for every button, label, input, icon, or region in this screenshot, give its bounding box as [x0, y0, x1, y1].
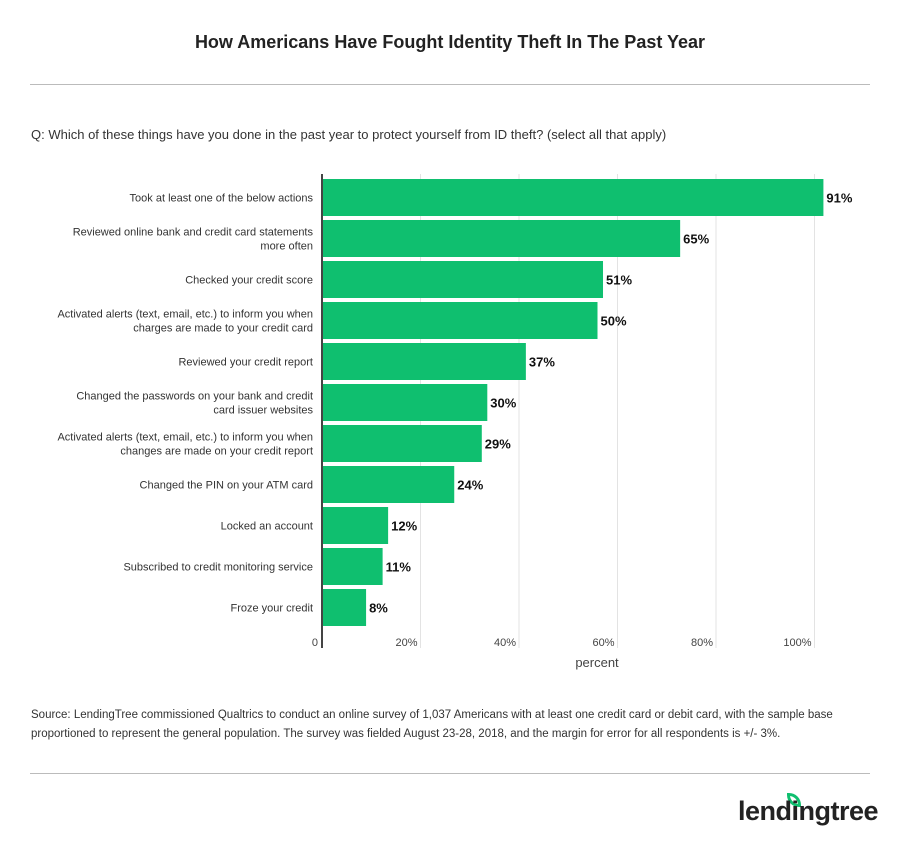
data-label: 24% — [457, 478, 483, 493]
data-label: 12% — [391, 519, 417, 534]
category-label: Checked your credit score — [185, 275, 313, 287]
category-label: Took at least one of the below actions — [130, 193, 314, 205]
footer-divider — [30, 773, 870, 774]
x-axis-label: percent — [575, 655, 619, 670]
bar-chart: 0 20% 40% 60% 80% 100% percent 91% Took at least… — [57, 174, 853, 670]
bar — [322, 425, 482, 462]
title-divider — [30, 84, 870, 85]
category-label: more often — [260, 241, 313, 253]
category-label: Activated alerts (text, email, etc.) to … — [57, 309, 313, 321]
data-label: 29% — [485, 437, 511, 452]
bar — [322, 179, 824, 216]
data-label: 11% — [386, 560, 412, 575]
category-label: Changed the PIN on your ATM card — [140, 480, 313, 492]
bar — [322, 261, 604, 298]
survey-question: Q: Which of these things have you done i… — [31, 127, 667, 142]
category-label: Reviewed online bank and credit card sta… — [73, 227, 314, 239]
category-label: charges are made to your credit card — [133, 323, 313, 335]
data-label: 65% — [683, 232, 709, 247]
data-label: 50% — [601, 314, 627, 329]
tick-label: 100% — [783, 637, 811, 649]
category-label: Subscribed to credit monitoring service — [123, 562, 313, 574]
data-label: 30% — [490, 396, 516, 411]
bar — [322, 466, 455, 503]
tick-label: 0 — [312, 637, 318, 649]
bar — [322, 507, 389, 544]
data-label: 37% — [529, 355, 555, 370]
bar — [322, 384, 488, 421]
category-label: Froze your credit — [230, 603, 313, 615]
tick-label: 40% — [494, 637, 516, 649]
category-label: Reviewed your credit report — [178, 357, 313, 369]
bar — [322, 302, 598, 339]
data-label: 51% — [606, 273, 632, 288]
category-label: Locked an account — [221, 521, 313, 533]
bar — [322, 589, 367, 626]
lendingtree-logo: lendingtree — [738, 796, 879, 826]
tick-label: 20% — [395, 637, 417, 649]
data-label: 8% — [369, 601, 388, 616]
bar — [322, 343, 526, 380]
category-label: Changed the passwords on your bank and c… — [76, 391, 313, 403]
leaf-logo-icon — [787, 793, 801, 807]
category-label: changes are made on your credit report — [120, 446, 313, 458]
bar — [322, 220, 681, 257]
chart-title: How Americans Have Fought Identity Theft… — [194, 32, 706, 52]
source-note: Source: LendingTree commissioned Qualtri… — [31, 709, 833, 740]
tick-label: 60% — [592, 637, 614, 649]
bar — [322, 548, 383, 585]
category-label: Activated alerts (text, email, etc.) to … — [57, 432, 313, 444]
data-label: 91% — [826, 191, 852, 206]
category-label: card issuer websites — [213, 405, 313, 417]
tick-label: 80% — [691, 637, 713, 649]
